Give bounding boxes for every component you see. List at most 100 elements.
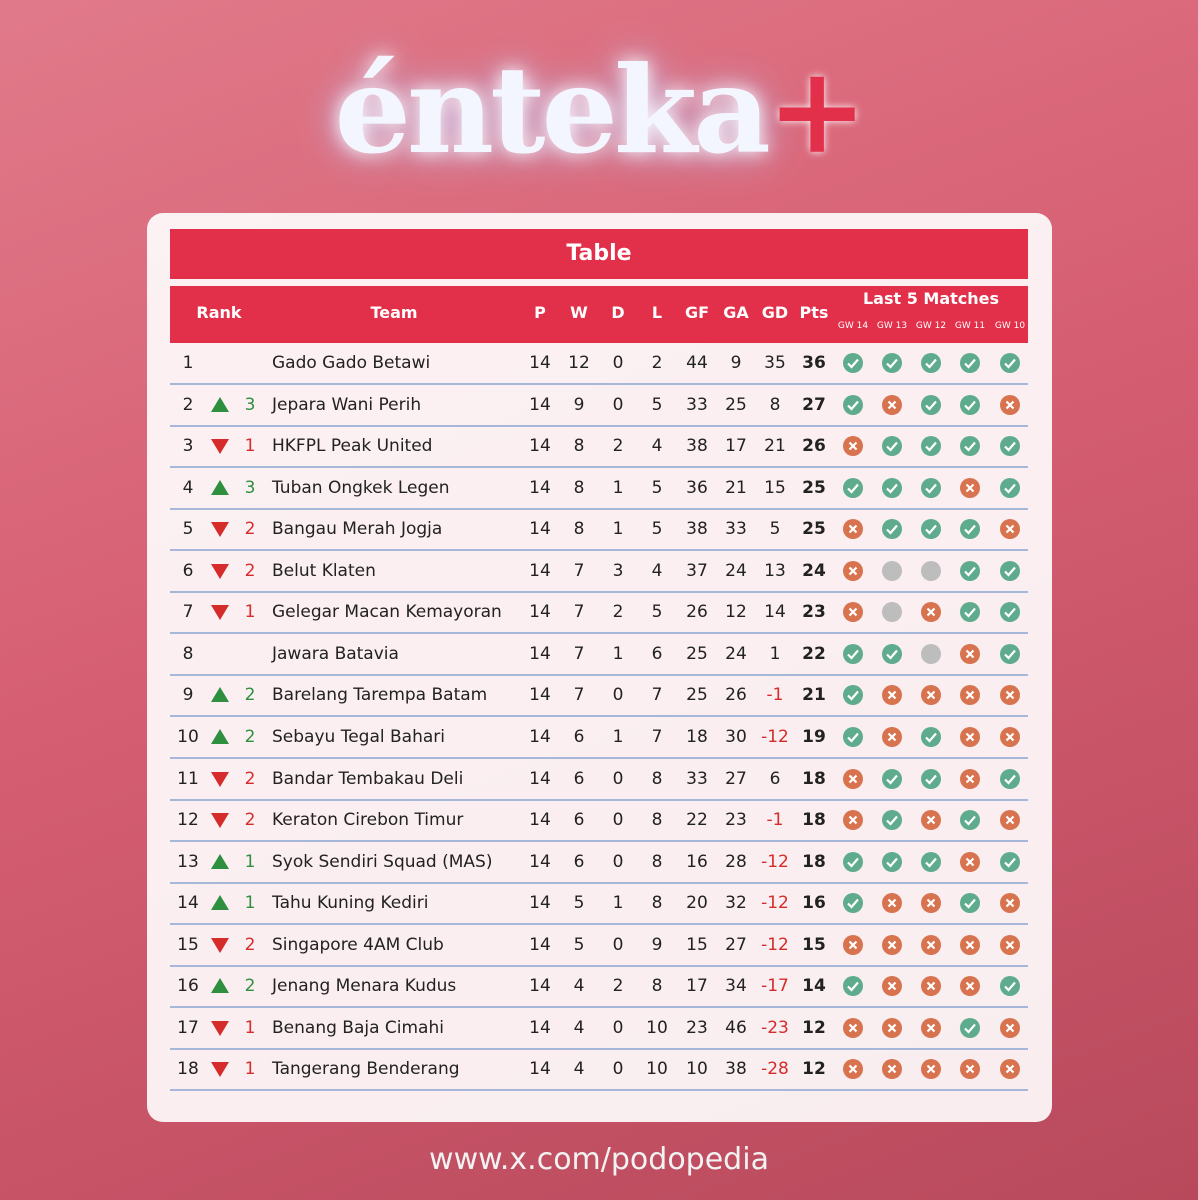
result-icon [1000, 768, 1020, 789]
arrow [211, 563, 229, 579]
result-circle [960, 436, 980, 457]
result-icon [960, 768, 980, 789]
stat: 36 [686, 477, 708, 498]
stat: 15 [802, 934, 826, 955]
result-icon [921, 768, 941, 789]
rank-change: 3 [244, 477, 256, 498]
stat: -12 [761, 851, 789, 872]
result-circle [1000, 851, 1020, 872]
result-icon [1000, 1017, 1020, 1038]
result-icon [882, 353, 902, 373]
stat: 25 [686, 643, 708, 664]
cross [965, 1065, 975, 1074]
result-circle [882, 768, 902, 789]
arrow [211, 853, 229, 869]
rank-change: 1 [244, 851, 256, 872]
check [847, 898, 859, 909]
result-icon [960, 685, 980, 706]
row-separator [170, 840, 1028, 843]
logo-text: énteka [334, 40, 771, 181]
cross [965, 483, 975, 492]
stat: 14 [529, 1017, 551, 1038]
trend-arrow [211, 563, 229, 579]
stat: 22 [802, 643, 826, 664]
rank-change: 2 [244, 726, 256, 747]
stat: -12 [761, 893, 789, 914]
cross [887, 1065, 897, 1074]
stat: 38 [686, 436, 708, 457]
result-icon [921, 685, 941, 706]
cross [965, 649, 975, 659]
stat: 12 [725, 602, 747, 623]
cross [926, 1065, 936, 1074]
rank-change: 2 [244, 560, 256, 581]
trend-arrow [211, 937, 229, 953]
result-circle [882, 477, 902, 498]
team-name: Syok Sendiri Squad (MAS) [272, 851, 493, 872]
check [886, 815, 898, 826]
result-icon [960, 353, 980, 373]
cross [848, 940, 858, 949]
check [847, 857, 859, 868]
result-icon [960, 934, 980, 955]
result-icon [960, 519, 980, 540]
stat: 14 [529, 394, 551, 415]
result-icon [960, 726, 980, 747]
cross [1005, 691, 1015, 700]
check [1004, 483, 1016, 494]
stat: -1 [766, 685, 784, 706]
header-stat: P [534, 303, 546, 322]
rank: 3 [182, 436, 194, 457]
stat: 21 [725, 477, 747, 498]
stat: 17 [725, 436, 747, 457]
rank: 13 [177, 851, 199, 872]
check [886, 358, 898, 369]
result-icon [1000, 893, 1020, 914]
stat: 14 [529, 519, 551, 540]
result-icon [882, 768, 902, 789]
team-name: Jenang Menara Kudus [272, 976, 457, 997]
row-separator [170, 383, 1028, 385]
trend-arrow [211, 813, 229, 829]
stat: 35 [764, 353, 786, 373]
stat: 7 [651, 726, 663, 747]
cross [1005, 1023, 1015, 1033]
rank: 8 [182, 643, 194, 664]
stat: 0 [612, 851, 624, 872]
result-circle [960, 560, 980, 581]
result-icon [882, 976, 902, 997]
stat: 4 [573, 1017, 585, 1038]
result-circle [1000, 768, 1020, 789]
result-icon [960, 976, 980, 997]
result-icon [843, 976, 863, 997]
arrow [211, 728, 229, 744]
stat: 5 [651, 602, 663, 623]
result-icon [843, 893, 863, 914]
arrow [211, 522, 229, 538]
stat: 8 [651, 768, 663, 789]
team-name: Bangau Merah Jogja [272, 519, 443, 540]
check [1004, 857, 1016, 868]
rank-change: 1 [244, 1059, 256, 1080]
stat: 26 [686, 602, 708, 623]
row-separator [170, 632, 1028, 635]
stat: 6 [573, 810, 585, 831]
team-name: Keraton Cirebon Timur [272, 810, 464, 831]
result-icon [882, 643, 902, 664]
cross [887, 732, 897, 742]
result-icon [882, 685, 902, 706]
result-circle [843, 394, 863, 415]
rank-change: 1 [244, 1017, 256, 1038]
header-gameweek: GW 13 [876, 321, 908, 331]
check [1004, 441, 1016, 452]
stat: 0 [612, 1059, 624, 1080]
stat: 37 [686, 560, 708, 581]
stat: 1 [612, 893, 624, 914]
result-icon [921, 643, 941, 664]
result-circle [882, 643, 902, 664]
result-icon [843, 353, 863, 373]
result-circle [921, 851, 941, 872]
cross [926, 940, 936, 949]
result-icon [921, 394, 941, 415]
